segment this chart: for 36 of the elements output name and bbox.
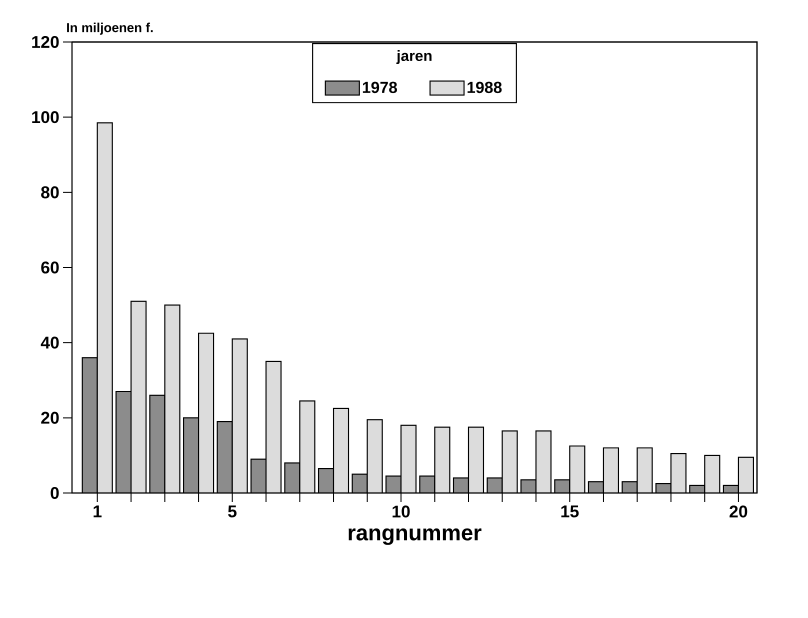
y-tick-label: 80 bbox=[41, 186, 59, 198]
bar bbox=[164, 304, 180, 493]
bar bbox=[184, 418, 199, 493]
y-tick-label: 60 bbox=[41, 261, 59, 274]
x-tick-label: 10 bbox=[392, 506, 410, 518]
y-tick-label: 20 bbox=[41, 412, 59, 424]
bar bbox=[704, 454, 720, 493]
bar bbox=[468, 426, 484, 493]
bar bbox=[602, 447, 620, 493]
bar bbox=[149, 394, 166, 493]
legend-label: 1988 bbox=[468, 82, 502, 94]
legend-label: 1978 bbox=[362, 82, 398, 94]
x-tick-label: 15 bbox=[561, 506, 579, 518]
y-tick-label: 100 bbox=[32, 111, 59, 124]
y-axis-title: In miljoenen f. bbox=[67, 22, 153, 35]
x-tick-label: 5 bbox=[228, 506, 237, 518]
x-axis-title: rangnummer bbox=[348, 528, 482, 545]
x-tick-label: 1 bbox=[94, 506, 102, 518]
bar bbox=[82, 357, 98, 493]
bar bbox=[116, 390, 132, 493]
y-tick-label: 0 bbox=[50, 486, 59, 500]
bar bbox=[535, 430, 552, 493]
bar bbox=[130, 300, 147, 493]
bar bbox=[265, 360, 282, 493]
bar bbox=[96, 122, 113, 493]
bar bbox=[400, 424, 417, 493]
legend-title: jaren bbox=[396, 50, 432, 64]
bar bbox=[198, 333, 214, 493]
bar bbox=[318, 468, 334, 493]
bar bbox=[738, 456, 754, 493]
x-tick-label: 20 bbox=[730, 506, 748, 518]
bar bbox=[670, 452, 687, 493]
y-tick-label: 120 bbox=[32, 36, 59, 48]
y-tick-label: 40 bbox=[40, 336, 59, 349]
bar bbox=[250, 458, 267, 493]
bar bbox=[332, 408, 350, 493]
